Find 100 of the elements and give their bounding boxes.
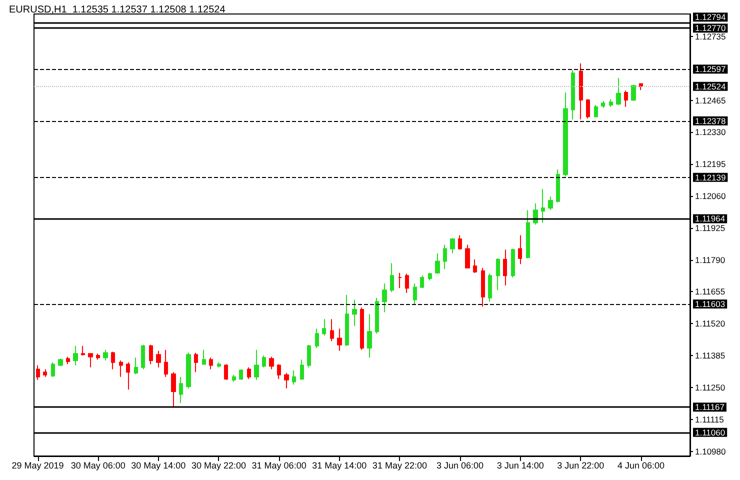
candlestick — [202, 349, 206, 365]
candlestick — [360, 307, 364, 350]
candlestick — [375, 297, 379, 334]
candlestick — [284, 372, 289, 389]
ref-line-label: 1.11167 — [695, 402, 725, 412]
ref-line-label: 1.12139 — [695, 172, 726, 182]
candlestick — [164, 349, 168, 378]
candlestick — [217, 362, 221, 368]
candlestick — [556, 169, 560, 203]
candlestick — [481, 267, 485, 308]
candlestick — [488, 273, 492, 302]
candlestick — [443, 244, 447, 270]
candlestick — [631, 84, 636, 102]
candlestick — [111, 351, 115, 370]
ref-line-label: 1.12378 — [695, 116, 726, 126]
ref-line-label: 1.11964 — [695, 214, 726, 224]
ref-line-label: 1.12597 — [695, 64, 726, 74]
candlestick — [156, 350, 161, 368]
y-tick-label: 1.11250 — [695, 382, 726, 392]
chart-title: EURUSD,H1 1.12535 1.12537 1.12508 1.12524 — [9, 4, 226, 16]
candlestick — [586, 98, 590, 119]
candlestick — [88, 353, 93, 368]
candlestick — [548, 196, 553, 211]
candlestick — [609, 98, 613, 108]
candlestick — [81, 345, 85, 356]
candlestick — [511, 248, 515, 278]
candlestick — [503, 249, 507, 286]
candlestick — [579, 62, 583, 120]
candlestick — [428, 272, 432, 281]
candlestick — [119, 360, 123, 378]
candlestick — [126, 362, 130, 390]
candlestick — [186, 352, 191, 389]
candlestick — [209, 357, 213, 370]
candlestick — [435, 252, 440, 274]
y-tick-label: 1.11790 — [695, 254, 726, 265]
candlestick — [465, 244, 470, 268]
x-tick-label: 30 May 22:00 — [191, 460, 246, 470]
candlestick — [239, 368, 243, 380]
y-tick-label: 1.12060 — [695, 191, 726, 201]
ref-line-label: 1.12794 — [695, 12, 726, 22]
candlestick — [563, 92, 568, 177]
candlestick — [58, 358, 63, 367]
ref-line-label: 1.12770 — [695, 23, 726, 34]
candlestick — [103, 349, 108, 362]
candlestick — [594, 104, 598, 118]
candlestick — [526, 210, 530, 259]
x-tick-label: 3 Jun 06:00 — [436, 460, 484, 470]
candlestick — [254, 349, 259, 380]
y-tick-label: 1.11385 — [695, 350, 726, 361]
candlestick — [398, 272, 402, 289]
candlestick — [624, 90, 628, 108]
x-tick-label: 4 Jun 06:00 — [617, 460, 665, 470]
x-tick-label: 3 Jun 14:00 — [496, 460, 544, 470]
candlestick — [307, 344, 311, 368]
candlestick — [224, 364, 228, 380]
candlestick — [43, 368, 47, 378]
y-tick-label: 1.10980 — [695, 446, 726, 456]
y-tick-label: 1.12735 — [695, 31, 726, 42]
candlestick — [601, 100, 605, 108]
candlestick — [292, 370, 296, 386]
candlestick — [51, 362, 55, 378]
candlestick — [66, 356, 70, 365]
candlestick — [141, 344, 145, 370]
candlestick — [96, 353, 100, 360]
x-tick-label: 31 May 06:00 — [252, 460, 306, 470]
candlestick — [616, 78, 621, 106]
candlestick — [315, 328, 319, 348]
y-tick-label: 1.11520 — [695, 318, 726, 329]
candlestick — [36, 364, 40, 380]
candlestick — [382, 282, 387, 313]
y-tick-label: 1.12330 — [695, 127, 726, 138]
candlestick — [330, 318, 334, 342]
candlestick — [639, 82, 643, 91]
x-tick-label: 29 May 2019 — [12, 460, 64, 470]
ref-line-label: 1.11060 — [695, 427, 726, 438]
y-tick-label: 1.12465 — [695, 95, 726, 106]
candlestick — [367, 314, 372, 358]
candlestick — [171, 372, 176, 408]
candlestick — [518, 234, 522, 265]
x-tick-label: 30 May 06:00 — [70, 460, 126, 470]
candlestick — [300, 359, 304, 380]
ref-line-label: 1.11603 — [695, 299, 726, 310]
candlestick — [352, 299, 357, 326]
ref-line-label: 1.12524 — [695, 81, 726, 92]
candlestick — [134, 357, 138, 374]
y-tick-label: 1.12195 — [695, 159, 726, 170]
candlestick — [413, 282, 417, 305]
candlestick — [73, 345, 78, 366]
candlestick — [179, 376, 183, 404]
x-tick-label: 31 May 14:00 — [312, 460, 367, 470]
y-tick-label: 1.11655 — [695, 286, 726, 297]
candlestick — [194, 352, 198, 373]
candlestick — [541, 188, 545, 224]
candlestick — [277, 364, 281, 380]
candlestick — [149, 344, 153, 365]
candlestick — [390, 262, 394, 292]
y-tick-label: 1.11925 — [695, 222, 726, 233]
candlestick — [420, 275, 424, 289]
candlestick — [473, 258, 477, 274]
candlestick — [496, 258, 500, 291]
